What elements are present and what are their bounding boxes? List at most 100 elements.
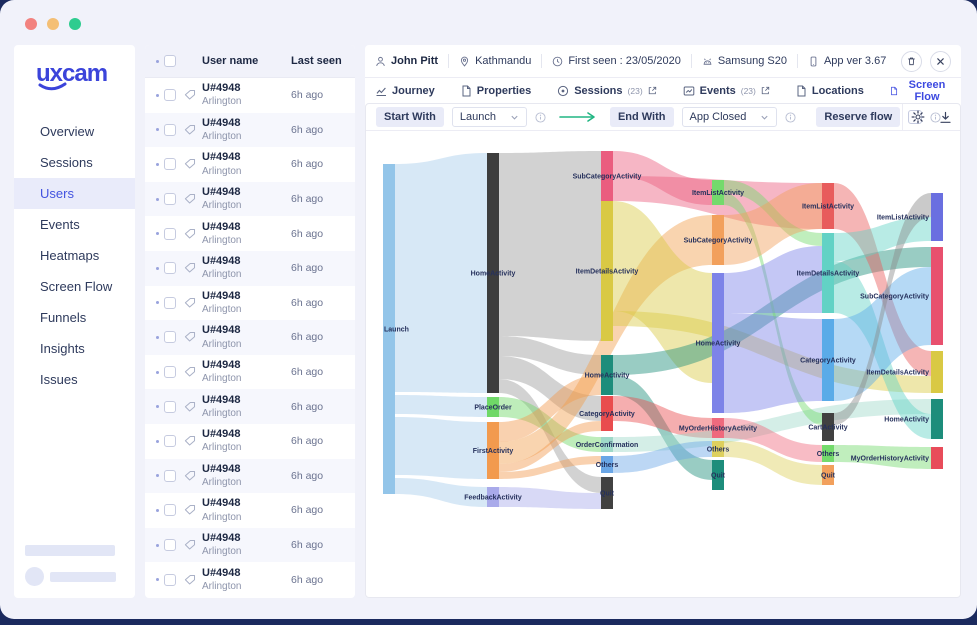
end-with-select[interactable]: App Closed bbox=[681, 107, 778, 127]
tag-icon[interactable] bbox=[184, 262, 202, 274]
sankey-node-quit5[interactable] bbox=[822, 465, 834, 485]
tag-icon[interactable] bbox=[184, 504, 202, 516]
sankey-node-category3[interactable] bbox=[601, 396, 613, 431]
tab-locations[interactable]: Locations bbox=[796, 85, 864, 97]
table-row[interactable]: U#4948 Arlington 6h ago bbox=[145, 355, 355, 390]
row-checkbox[interactable] bbox=[164, 262, 176, 275]
tab-properties[interactable]: Properties bbox=[461, 85, 531, 97]
table-row[interactable]: U#4948 Arlington 6h ago bbox=[145, 527, 355, 563]
sankey-node-subcat6[interactable] bbox=[931, 247, 943, 345]
table-row[interactable]: U#4948 Arlington 6h ago bbox=[145, 458, 355, 494]
table-row[interactable]: U#4948 Arlington 6h ago bbox=[145, 424, 355, 459]
sidebar-item-screen-flow[interactable]: Screen Flow bbox=[40, 279, 113, 294]
table-row[interactable]: U#4948 Arlington 6h ago bbox=[145, 147, 355, 182]
tag-icon[interactable] bbox=[184, 89, 202, 101]
sankey-node-itemlist6[interactable] bbox=[931, 193, 943, 241]
uxcam-logo[interactable]: uxcam bbox=[14, 45, 135, 108]
row-checkbox[interactable] bbox=[164, 366, 176, 379]
sankey-node-subcat4[interactable] bbox=[712, 215, 724, 265]
table-row[interactable]: U#4948 Arlington 6h ago bbox=[145, 562, 355, 597]
table-row[interactable]: U#4948 Arlington 6h ago bbox=[145, 320, 355, 355]
row-checkbox[interactable] bbox=[164, 435, 176, 448]
tab-events[interactable]: Events (23) bbox=[683, 85, 770, 97]
tag-icon[interactable] bbox=[184, 297, 202, 309]
sankey-node-placeorder[interactable] bbox=[487, 397, 499, 417]
delete-user-button[interactable] bbox=[901, 50, 922, 72]
sankey-node-quit3[interactable] bbox=[601, 477, 613, 509]
tag-icon[interactable] bbox=[184, 124, 202, 136]
sankey-node-cart5[interactable] bbox=[822, 413, 834, 441]
sankey-node-myorder6[interactable] bbox=[931, 447, 943, 469]
tab-screen-flow[interactable]: Screen Flow bbox=[890, 79, 951, 103]
info-icon[interactable] bbox=[785, 111, 796, 123]
close-user-button[interactable] bbox=[930, 50, 951, 72]
row-checkbox[interactable] bbox=[164, 123, 176, 136]
tag-icon[interactable] bbox=[184, 435, 202, 447]
sankey-node-quit4[interactable] bbox=[712, 460, 724, 490]
table-row[interactable]: U#4948 Arlington 6h ago bbox=[145, 389, 355, 424]
table-row[interactable]: U#4948 Arlington 6h ago bbox=[145, 493, 355, 528]
sidebar-item-events[interactable]: Events bbox=[40, 217, 80, 232]
table-row[interactable]: U#4948 Arlington 6h ago bbox=[145, 78, 355, 113]
row-checkbox[interactable] bbox=[164, 193, 176, 206]
row-checkbox[interactable] bbox=[164, 469, 176, 482]
row-checkbox[interactable] bbox=[164, 504, 176, 517]
traffic-light-maximize[interactable] bbox=[69, 18, 81, 30]
row-checkbox[interactable] bbox=[164, 573, 176, 586]
tag-icon[interactable] bbox=[184, 193, 202, 205]
sankey-node-home4[interactable] bbox=[712, 273, 724, 413]
tag-icon[interactable] bbox=[184, 158, 202, 170]
gear-icon[interactable] bbox=[911, 110, 925, 124]
row-checkbox[interactable] bbox=[164, 89, 176, 102]
sankey-node-itemdetails5[interactable] bbox=[822, 233, 834, 313]
tag-icon[interactable] bbox=[184, 331, 202, 343]
tab-journey[interactable]: Journey bbox=[375, 85, 435, 97]
sankey-node-launch[interactable] bbox=[383, 164, 395, 494]
info-icon[interactable] bbox=[930, 111, 941, 123]
sidebar-item-heatmaps[interactable]: Heatmaps bbox=[40, 248, 100, 263]
sankey-node-orderconf3[interactable] bbox=[601, 437, 613, 452]
start-with-select[interactable]: Launch bbox=[451, 107, 527, 127]
sidebar-item-sessions[interactable]: Sessions bbox=[40, 155, 93, 170]
table-row[interactable]: U#4948 Arlington 6h ago bbox=[145, 216, 355, 251]
tab-sessions[interactable]: Sessions (23) bbox=[557, 85, 656, 97]
sankey-node-home2[interactable] bbox=[487, 153, 499, 393]
table-row[interactable]: U#4948 Arlington 6h ago bbox=[145, 112, 355, 148]
sankey-node-home3[interactable] bbox=[601, 355, 613, 395]
tag-icon[interactable] bbox=[184, 366, 202, 378]
sidebar-item-users[interactable]: Users bbox=[14, 178, 135, 209]
sankey-node-subcat3[interactable] bbox=[601, 151, 613, 201]
sankey-node-itemdetails3[interactable] bbox=[601, 201, 613, 341]
sankey-node-myorder4[interactable] bbox=[712, 418, 724, 438]
row-checkbox[interactable] bbox=[164, 400, 176, 413]
table-row[interactable]: U#4948 Arlington 6h ago bbox=[145, 286, 355, 321]
sankey-node-others4[interactable] bbox=[712, 441, 724, 457]
row-checkbox[interactable] bbox=[164, 331, 176, 344]
tag-icon[interactable] bbox=[184, 470, 202, 482]
select-all-checkbox[interactable] bbox=[164, 55, 176, 67]
info-icon[interactable] bbox=[535, 111, 546, 123]
sidebar-item-issues[interactable]: Issues bbox=[40, 372, 78, 387]
sankey-node-firstactivity[interactable] bbox=[487, 422, 499, 479]
sankey-node-itemlist4[interactable] bbox=[712, 180, 724, 205]
row-checkbox[interactable] bbox=[164, 539, 176, 552]
row-checkbox[interactable] bbox=[164, 296, 176, 309]
sankey-node-others3[interactable] bbox=[601, 456, 613, 473]
table-row[interactable]: U#4948 Arlington 6h ago bbox=[145, 250, 355, 286]
traffic-light-close[interactable] bbox=[25, 18, 37, 30]
row-checkbox[interactable] bbox=[164, 227, 176, 240]
table-row[interactable]: U#4948 Arlington 6h ago bbox=[145, 181, 355, 217]
sankey-node-others5[interactable] bbox=[822, 445, 834, 462]
tag-icon[interactable] bbox=[184, 228, 202, 240]
sidebar-item-funnels[interactable]: Funnels bbox=[40, 310, 87, 325]
sankey-node-category5[interactable] bbox=[822, 319, 834, 401]
traffic-light-minimize[interactable] bbox=[47, 18, 59, 30]
sidebar-item-insights[interactable]: Insights bbox=[40, 341, 85, 356]
sankey-node-itemdetails6[interactable] bbox=[931, 351, 943, 393]
sankey-node-itemlist5[interactable] bbox=[822, 183, 834, 229]
sankey-node-home6[interactable] bbox=[931, 399, 943, 439]
tag-icon[interactable] bbox=[184, 574, 202, 586]
sankey-node-feedback[interactable] bbox=[487, 487, 499, 507]
tag-icon[interactable] bbox=[184, 539, 202, 551]
sidebar-item-overview[interactable]: Overview bbox=[40, 124, 95, 139]
